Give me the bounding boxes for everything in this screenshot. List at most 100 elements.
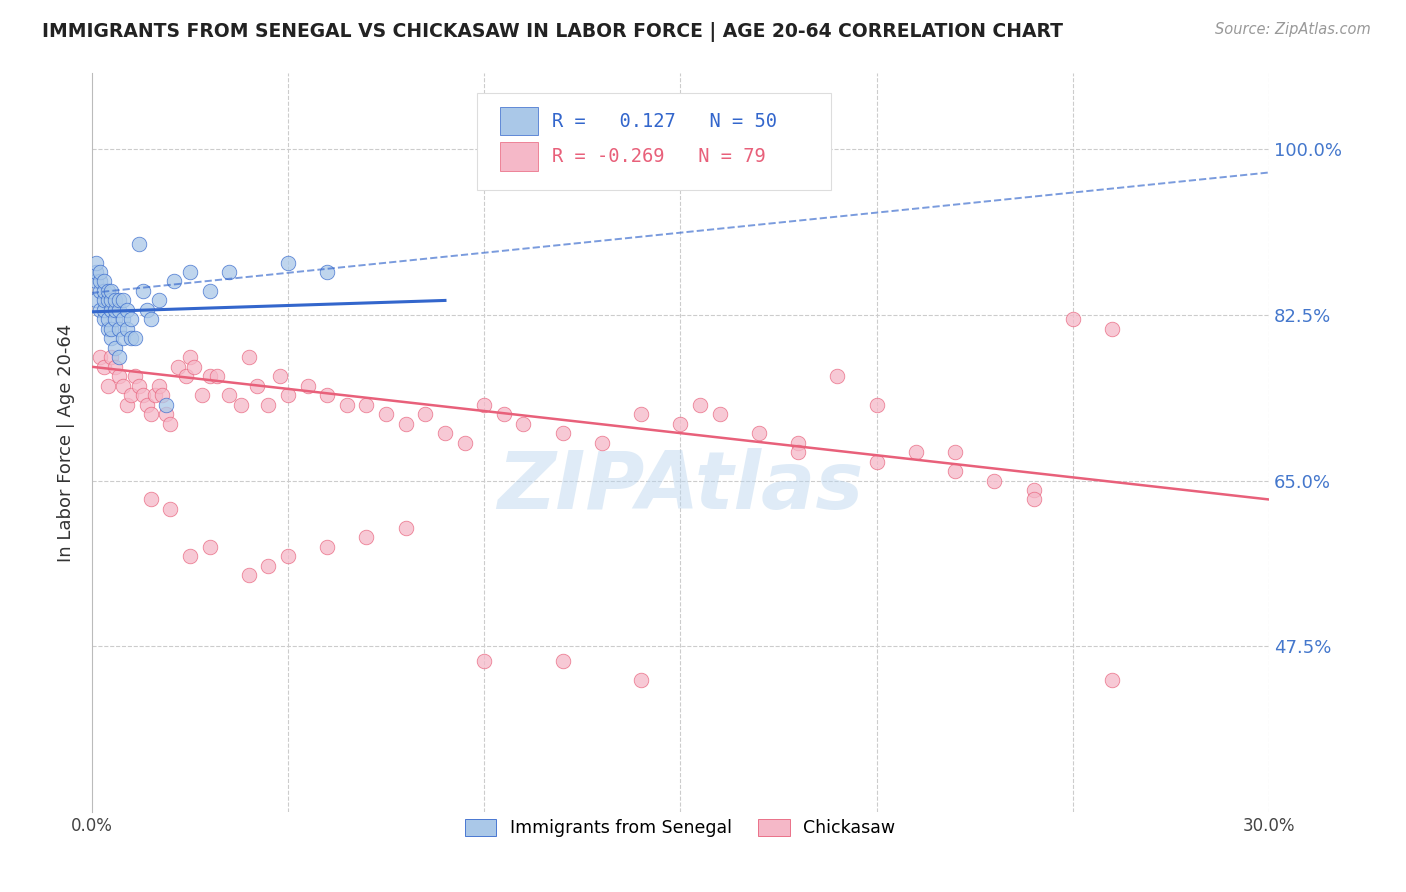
Point [257, 398, 280, 412]
Point [155, 398, 177, 412]
Point [218, 265, 240, 279]
Point [630, 673, 652, 687]
Point [89, 284, 111, 298]
Point [297, 378, 319, 392]
Point [108, 322, 131, 336]
Point [112, 378, 135, 392]
Text: IMMIGRANTS FROM SENEGAL VS CHICKASAW IN LABOR FORCE | AGE 20-64 CORRELATION CHAR: IMMIGRANTS FROM SENEGAL VS CHICKASAW IN … [42, 22, 1063, 42]
Bar [501, 107, 538, 135]
Point [124, 331, 146, 345]
Point [316, 265, 339, 279]
Point [93, 275, 115, 289]
Point [551, 426, 574, 441]
Point [174, 369, 197, 384]
Point [218, 388, 240, 402]
Point [787, 445, 810, 459]
Point [375, 407, 398, 421]
Point [983, 474, 1005, 488]
Point [135, 302, 157, 317]
Bar [501, 143, 538, 170]
Point [96, 322, 118, 336]
Point [238, 351, 260, 365]
Point [100, 293, 122, 308]
Point [84, 255, 107, 269]
Point [904, 445, 927, 459]
Point [84, 265, 107, 279]
Point [112, 293, 135, 308]
Point [1101, 673, 1123, 687]
Point [89, 265, 111, 279]
Point [139, 407, 162, 421]
Point [132, 388, 155, 402]
Point [238, 568, 260, 582]
Point [104, 341, 127, 355]
Point [152, 388, 174, 402]
Point [112, 331, 135, 345]
Point [128, 236, 150, 251]
Point [89, 351, 111, 365]
Point [395, 521, 418, 535]
Point [179, 265, 201, 279]
Point [1101, 322, 1123, 336]
Point [159, 502, 181, 516]
Point [108, 293, 131, 308]
Point [159, 417, 181, 431]
Point [512, 417, 534, 431]
Point [415, 407, 437, 421]
Point [148, 293, 170, 308]
Point [100, 331, 122, 345]
Point [277, 388, 299, 402]
Point [93, 293, 115, 308]
Y-axis label: In Labor Force | Age 20-64: In Labor Force | Age 20-64 [58, 324, 75, 562]
Point [316, 388, 339, 402]
Point [89, 302, 111, 317]
Point [472, 398, 495, 412]
Point [1022, 483, 1045, 497]
Point [148, 378, 170, 392]
Point [433, 426, 456, 441]
Legend: Immigrants from Senegal, Chickasaw: Immigrants from Senegal, Chickasaw [458, 812, 903, 844]
Point [630, 407, 652, 421]
Point [277, 255, 299, 269]
Point [709, 407, 731, 421]
Point [104, 312, 127, 326]
Point [198, 369, 221, 384]
Text: R =   0.127   N = 50: R = 0.127 N = 50 [553, 112, 778, 130]
Point [96, 378, 118, 392]
Point [104, 302, 127, 317]
Point [257, 558, 280, 573]
Point [246, 378, 269, 392]
Point [155, 407, 177, 421]
Point [865, 454, 887, 468]
Point [183, 359, 205, 374]
Point [163, 275, 186, 289]
Text: ZIPAtlas: ZIPAtlas [498, 448, 863, 526]
Point [132, 284, 155, 298]
Point [89, 275, 111, 289]
Point [472, 654, 495, 668]
Point [207, 369, 229, 384]
Point [198, 540, 221, 554]
Point [179, 351, 201, 365]
Point [93, 312, 115, 326]
Point [128, 378, 150, 392]
Point [190, 388, 212, 402]
Point [591, 435, 613, 450]
Point [96, 284, 118, 298]
Point [124, 369, 146, 384]
Point [108, 302, 131, 317]
Point [93, 359, 115, 374]
Point [84, 293, 107, 308]
Point [115, 322, 138, 336]
Point [229, 398, 252, 412]
Point [139, 312, 162, 326]
Point [198, 284, 221, 298]
Point [269, 369, 291, 384]
Point [100, 302, 122, 317]
Point [179, 549, 201, 564]
Point [277, 549, 299, 564]
Point [395, 417, 418, 431]
Point [108, 351, 131, 365]
Point [787, 435, 810, 450]
Point [143, 388, 166, 402]
